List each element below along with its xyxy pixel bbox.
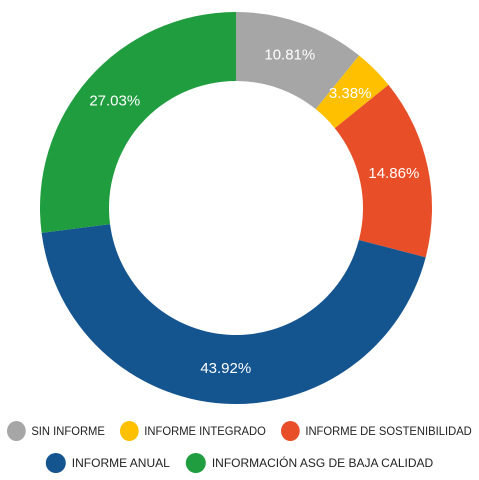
legend-swatch (119, 421, 139, 441)
legend-label: INFORME INTEGRADO (144, 425, 266, 438)
data-label: 10.81% (264, 47, 315, 64)
slice (334, 84, 432, 258)
data-label: 14.86% (368, 165, 419, 182)
slice (315, 55, 389, 129)
legend-swatch (7, 421, 26, 441)
legend-label: INFORMACIÓN ASG DE BAJA CALIDAD (212, 455, 434, 470)
legend-swatch (45, 453, 66, 473)
legend-swatch (280, 421, 300, 441)
legend-row: SIN INFORME INFORME INTEGRADO INFORME DE S… (7, 421, 472, 441)
legend-label: INFORME DE SOSTENIBILIDAD (305, 425, 471, 438)
donut: 10.81% 3.38% 14.86% 43.92% 27.03% (39, 12, 432, 404)
legend-row: INFORME ANUAL INFORMACIÓN ASG DE BAJA CAL… (45, 453, 434, 473)
data-label: 27.03% (89, 92, 140, 109)
slice (39, 12, 236, 233)
data-label: 43.92% (200, 360, 251, 377)
data-label: 3.38% (329, 85, 372, 102)
legend-label: INFORME ANUAL (72, 456, 170, 470)
slice (41, 224, 426, 404)
slice (236, 12, 360, 110)
legend-label: SIN INFORME (31, 425, 105, 438)
legend-swatch (185, 453, 206, 473)
